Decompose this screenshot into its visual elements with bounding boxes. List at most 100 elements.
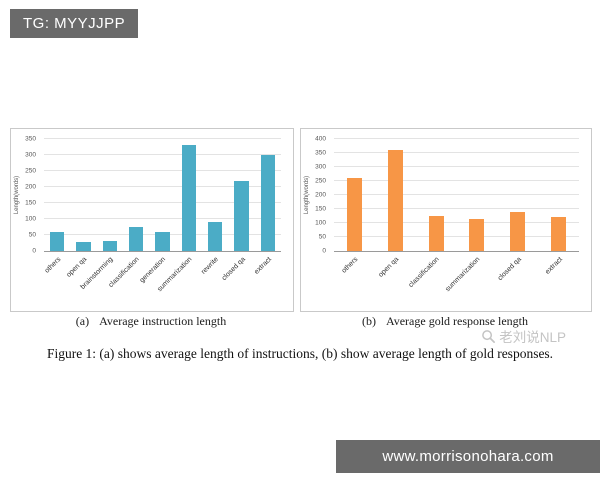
bar-slot (334, 139, 375, 251)
gridline (44, 170, 281, 171)
y-tick-label: 250 (315, 176, 326, 184)
y-tick-label: 300 (315, 162, 326, 170)
x-label-slot: extract (538, 253, 579, 307)
x-tick-label: others (340, 256, 360, 275)
subcaption-b-text: Average gold response length (385, 314, 529, 328)
gridline (334, 166, 579, 167)
bar (76, 242, 91, 251)
gridline (44, 138, 281, 139)
x-label-slot: summarization (445, 253, 497, 307)
bar (551, 217, 567, 251)
gridline (44, 186, 281, 187)
bar-slot (255, 139, 281, 251)
x-label-slot: others (43, 253, 70, 307)
x-label-slot: closed qa (220, 253, 254, 307)
subcaption-a-text: Average instruction length (99, 314, 227, 328)
bar (102, 241, 118, 251)
y-axis-ticks: 0 50 100 150 200 250 300 350 (11, 134, 40, 253)
magnifier-icon (481, 329, 496, 344)
bar-slot (176, 139, 202, 251)
bar-slot (375, 139, 416, 251)
y-tick-label: 150 (315, 204, 326, 212)
bar (207, 222, 223, 251)
x-axis-labels: others open qa classification summarization… (334, 253, 579, 307)
y-tick-label: 250 (25, 166, 36, 174)
bar-slot (456, 139, 497, 251)
x-tick-label: open qa (377, 256, 401, 279)
gridline (334, 152, 579, 153)
bar (260, 155, 276, 251)
watermark-text: 老刘说NLP (499, 330, 566, 345)
y-tick-label: 350 (25, 134, 36, 142)
bar-slot (497, 139, 538, 251)
bar-slot (228, 139, 254, 251)
bars (334, 139, 579, 251)
gridline (44, 154, 281, 155)
bar (510, 211, 526, 251)
bar-slot (44, 139, 70, 251)
chart-average-gold-response-length: Length(words) 0 50 100 150 200 250 300 350 400 o… (300, 128, 592, 312)
bar (428, 216, 444, 251)
y-tick-label: 0 (322, 246, 326, 254)
subcaption-a: (a) Average instruction length (10, 314, 292, 329)
tag-banner-label: TG: MYYJJPP (23, 15, 126, 32)
bar (128, 227, 144, 251)
chart-average-instruction-length: Length(words) 0 50 100 150 200 250 300 350 othe… (10, 128, 294, 312)
bars (44, 139, 281, 251)
plot-area (44, 138, 281, 252)
bar-slot (123, 139, 149, 251)
gridline (44, 202, 281, 203)
plot-area (334, 138, 579, 252)
bar (181, 145, 197, 251)
y-tick-label: 200 (315, 190, 326, 198)
bar-slot (70, 139, 96, 251)
y-tick-label: 100 (25, 214, 36, 222)
footer-url: www.morrisonohara.com (382, 448, 554, 465)
gridline (334, 236, 579, 237)
subcaption-a-marker: (a) (75, 314, 90, 328)
bar (387, 150, 403, 251)
bar-slot (416, 139, 457, 251)
y-tick-label: 50 (28, 230, 36, 238)
y-axis-ticks: 0 50 100 150 200 250 300 350 400 (301, 134, 330, 253)
y-tick-label: 100 (315, 218, 326, 226)
y-tick-label: 350 (315, 148, 326, 156)
bar-slot (202, 139, 228, 251)
tag-banner: TG: MYYJJPP (10, 9, 139, 38)
bar (155, 231, 170, 251)
bar-slot (97, 139, 123, 251)
y-tick-label: 200 (25, 182, 36, 190)
y-tick-label: 50 (318, 232, 326, 240)
figure-caption: Figure 1: (a) shows average length of in… (46, 346, 554, 361)
x-tick-label: others (43, 256, 63, 275)
gridline (334, 138, 579, 139)
x-label-slot: classification (408, 253, 457, 307)
y-tick-label: 400 (315, 134, 326, 142)
y-tick-label: 0 (32, 246, 36, 254)
bar (234, 180, 249, 251)
subcaption-b: (b) Average gold response length (300, 314, 590, 329)
x-label-slot: open qa (375, 253, 416, 307)
footer-banner: www.morrisonohara.com (336, 440, 600, 473)
bar (469, 218, 485, 251)
x-tick-label: rewrite (200, 256, 221, 276)
bar-slot (149, 139, 175, 251)
gridline (334, 208, 579, 209)
x-tick-label: extract (252, 256, 273, 276)
x-label-slot: extract (252, 253, 281, 307)
x-axis-labels: others open qa brainstorming classification… (43, 253, 281, 307)
x-label-slot: closed qa (497, 253, 538, 307)
x-label-slot: summarization (157, 253, 202, 307)
y-tick-label: 150 (25, 198, 36, 206)
x-tick-label: extract (543, 256, 564, 276)
gridline (334, 222, 579, 223)
gridline (44, 218, 281, 219)
bar-slot (538, 139, 579, 251)
subcaption-b-marker: (b) (361, 314, 376, 328)
gridline (334, 180, 579, 181)
watermark: 老刘说NLP (481, 326, 566, 346)
x-label-slot: others (334, 253, 375, 307)
y-tick-label: 300 (25, 150, 36, 158)
bar (49, 231, 65, 251)
